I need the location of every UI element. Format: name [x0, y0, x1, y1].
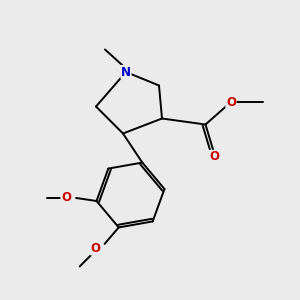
Text: N: N — [121, 65, 131, 79]
Text: O: O — [61, 191, 71, 205]
Text: O: O — [209, 150, 220, 164]
Text: O: O — [226, 95, 236, 109]
Text: O: O — [91, 242, 101, 255]
